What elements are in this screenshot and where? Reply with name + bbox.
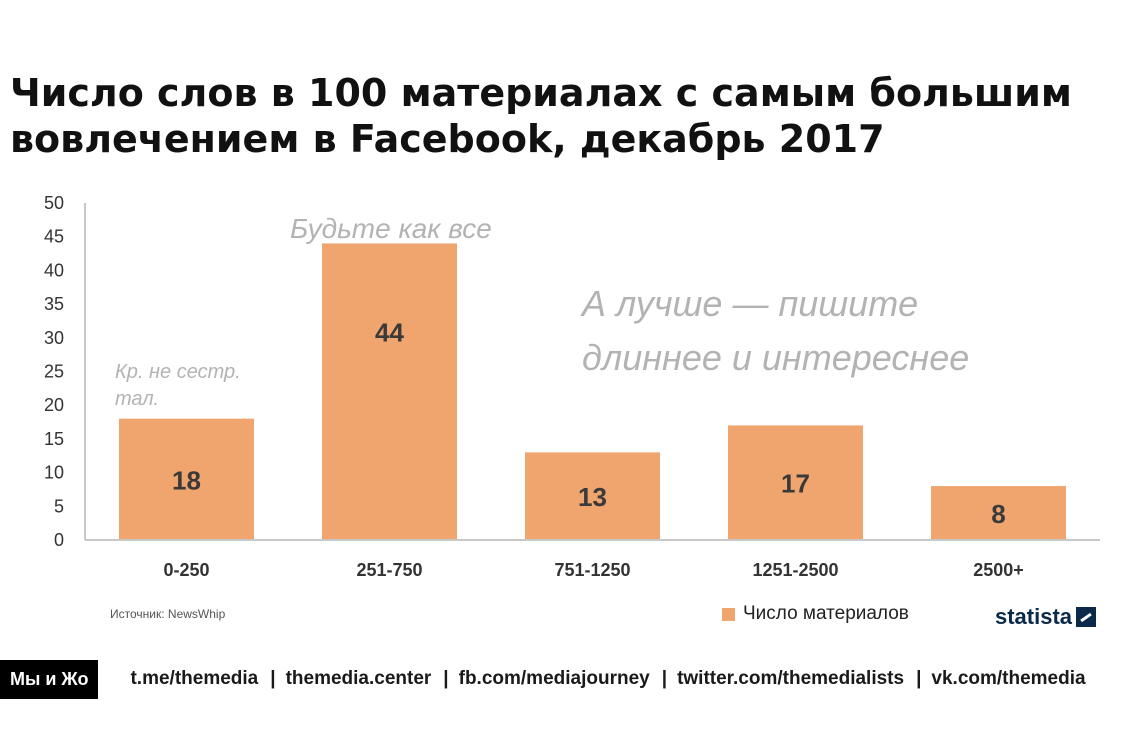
footer-link[interactable]: themedia.center — [285, 668, 432, 689]
footer-badge: Мы и Жо — [0, 659, 99, 699]
footer-links: t.me/themedia | themedia.center | fb.com/med… — [130, 668, 1085, 690]
legend: Число материалов — [722, 603, 909, 625]
annotation-text: А лучше — пишите — [580, 283, 918, 324]
brand-name: statista — [995, 604, 1073, 629]
statista-icon — [1076, 607, 1097, 627]
footer-separator: | — [443, 668, 449, 689]
footer-separator: | — [270, 668, 276, 689]
x-tick-label: 751-1250 — [554, 560, 630, 580]
bar-value-label: 18 — [172, 465, 201, 495]
footer-separator: | — [661, 668, 668, 689]
x-tick-label: 251-750 — [356, 560, 422, 580]
footer-link[interactable]: vk.com/themedia — [931, 668, 1086, 689]
annotation-text: Кр. не сестр. — [115, 361, 241, 383]
bar-chart: 0 5 10 15 20 25 30 35 40 45 50 18 44 13 17 8 0-250 251-… — [44, 193, 1100, 580]
title-line-2: вовлечением в Facebook, декабрь 2017 — [10, 117, 885, 161]
y-tick-label: 40 — [44, 260, 64, 280]
source-note: Источник: NewsWhip — [110, 607, 226, 621]
y-tick-label: 5 — [54, 496, 64, 516]
y-tick-label: 50 — [44, 193, 64, 213]
footer-link[interactable]: fb.com/mediajourney — [458, 668, 650, 689]
x-tick-label: 1251-2500 — [752, 560, 838, 580]
annotation-text: Будьте как все — [290, 213, 492, 244]
x-tick-label: 2500+ — [973, 560, 1024, 580]
bar-value-label: 17 — [781, 469, 810, 499]
bar-value-label: 8 — [991, 499, 1005, 529]
bar-value-label: 44 — [375, 317, 404, 347]
y-tick-label: 45 — [44, 227, 64, 247]
y-tick-label: 15 — [44, 429, 64, 449]
bar — [322, 243, 457, 540]
footer-separator: | — [916, 668, 922, 689]
legend-swatch — [722, 607, 735, 621]
annotation-text: длиннее и интереснее — [582, 337, 969, 378]
y-axis: 0 5 10 15 20 25 30 35 40 45 50 — [44, 193, 86, 550]
title-line-1: Число слов в 100 материалах с самым боль… — [10, 71, 1072, 115]
bar-value-label: 13 — [578, 482, 607, 512]
y-tick-label: 30 — [44, 328, 64, 348]
x-axis: 0-250 251-750 751-1250 1251-2500 2500+ — [85, 539, 1100, 580]
y-tick-label: 10 — [44, 463, 64, 483]
y-tick-label: 20 — [44, 395, 64, 415]
y-tick-label: 25 — [44, 362, 64, 382]
footer: Мы и Жо t.me/themedia | themedia.center | fb… — [0, 659, 1134, 699]
legend-label: Число материалов — [743, 603, 909, 624]
footer-link[interactable]: twitter.com/themedialists — [677, 668, 905, 689]
x-tick-label: 0-250 — [163, 560, 209, 580]
bar — [728, 425, 863, 540]
bar — [525, 452, 660, 540]
bars: 18 44 13 17 8 — [119, 243, 1066, 540]
annotation-text: тал. — [115, 388, 159, 410]
bar — [119, 418, 254, 540]
chart-title: Число слов в 100 материалах с самым боль… — [10, 70, 1120, 162]
annotations: Кр. не сестр. тал. Будьте как все А лучше —… — [115, 213, 969, 410]
statista-logo: statista — [995, 604, 1097, 630]
footer-link[interactable]: t.me/themedia — [130, 668, 259, 689]
bar — [931, 486, 1066, 540]
y-tick-label: 0 — [54, 530, 64, 550]
y-tick-label: 35 — [44, 294, 64, 314]
